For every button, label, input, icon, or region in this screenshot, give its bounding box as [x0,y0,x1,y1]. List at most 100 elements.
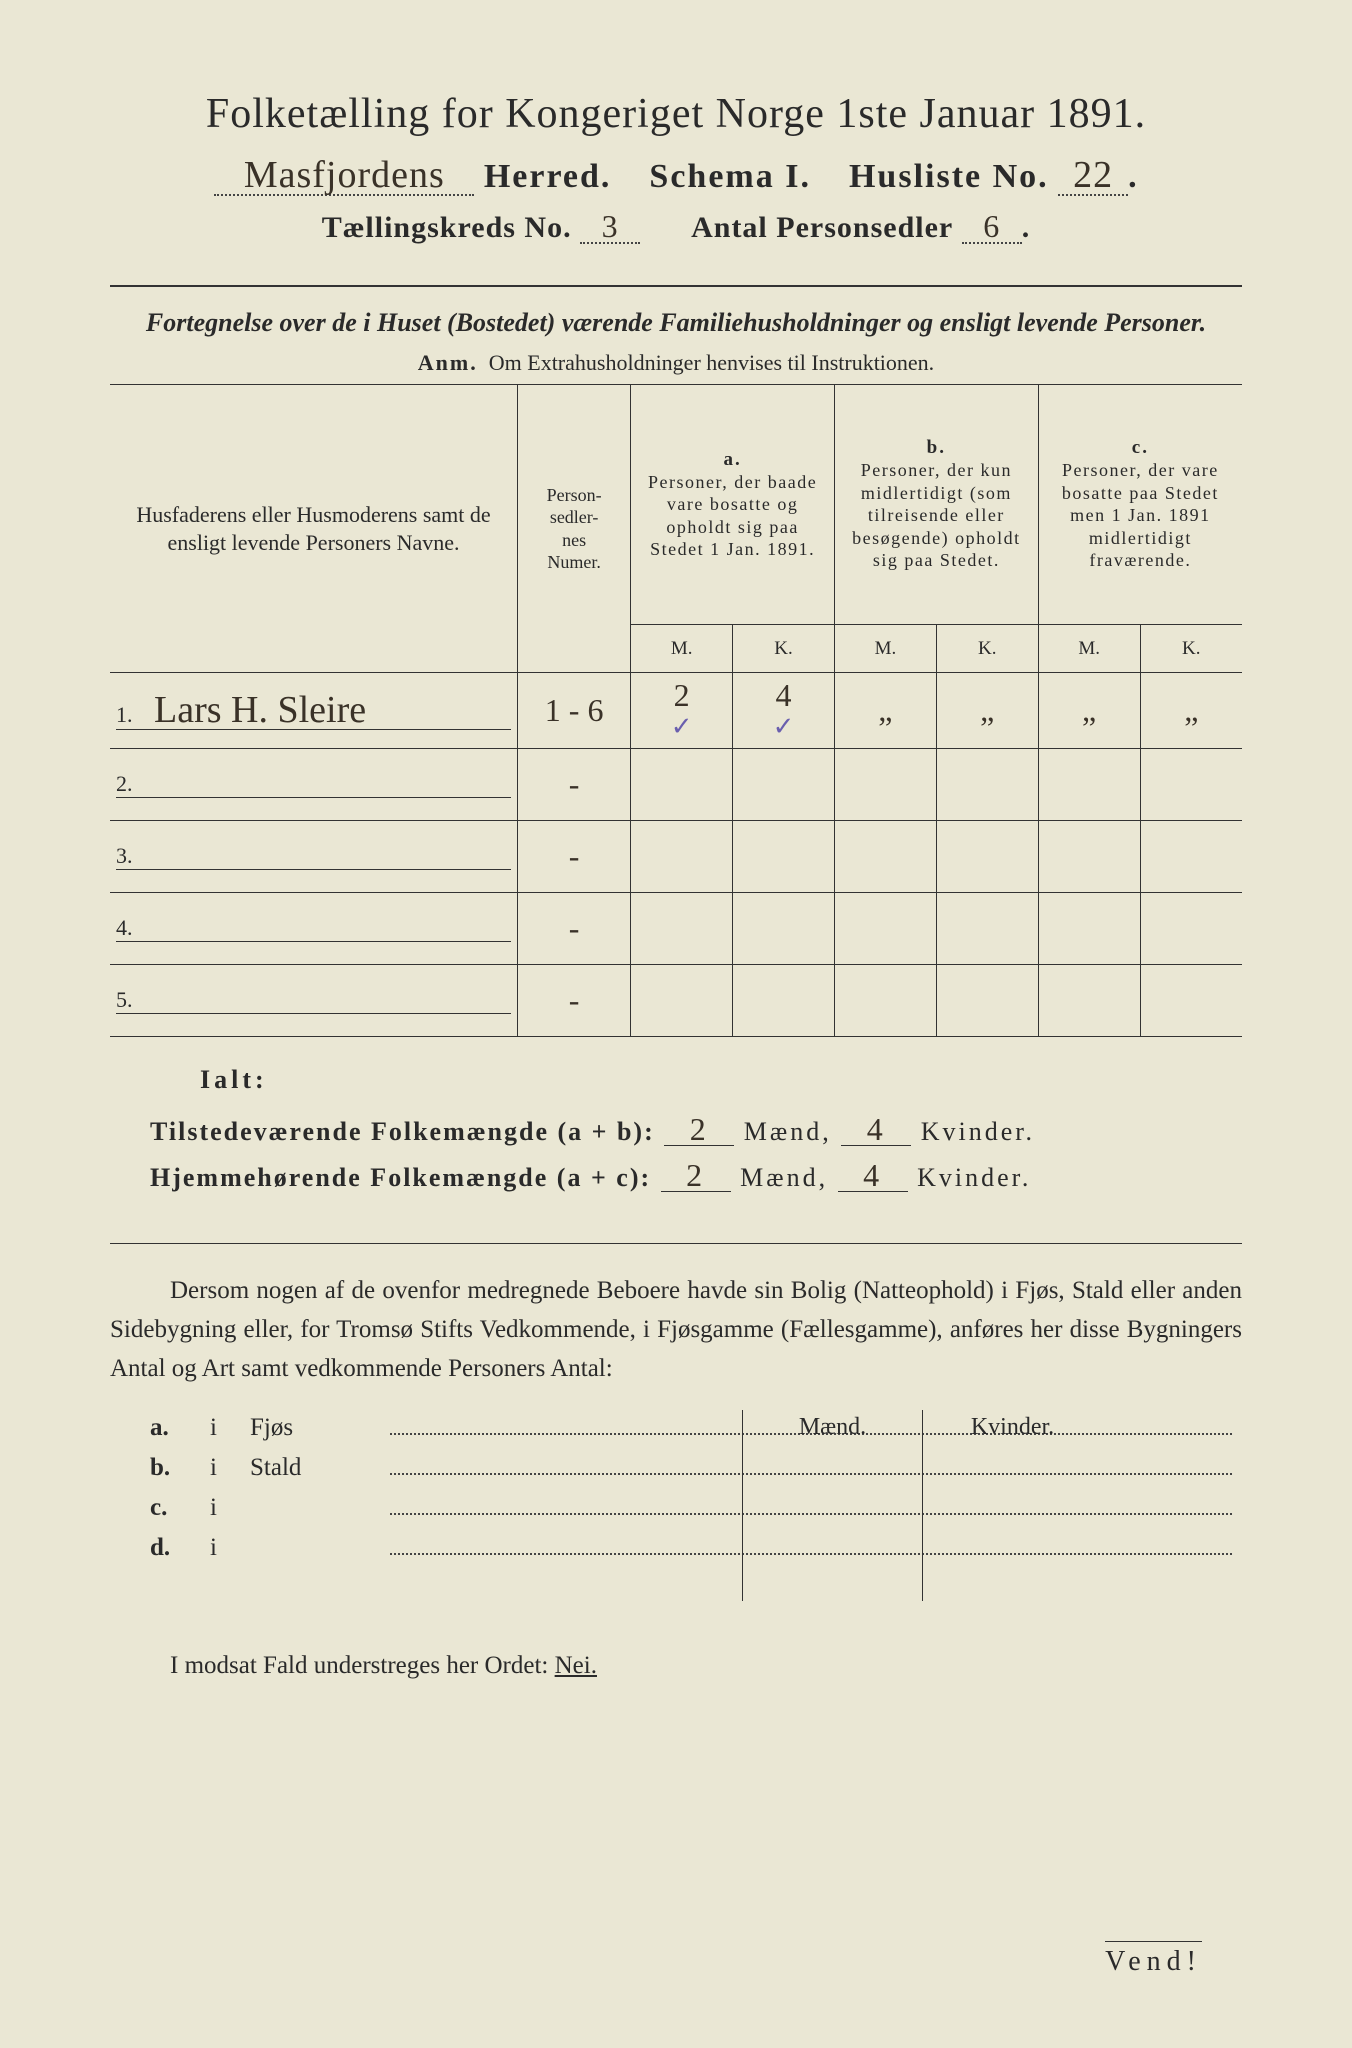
modsat-line: I modsat Fald understreges her Ordet: Ne… [170,1652,1242,1680]
hjemme-label: Hjemmehørende Folkemængde (a + c): [150,1163,651,1192]
row-number: 4. [116,915,144,941]
vend-label: Vend! [1105,1941,1202,1978]
herred-label: Herred. [484,158,612,195]
tick-mark: ✓ [637,712,726,742]
nei-word: Nei. [555,1652,597,1679]
cell-a-k: 4✓ [733,673,835,749]
kvinder-col-head: Kvinder. [922,1410,1102,1601]
cell-b-k [936,965,1038,1037]
totals-line-1: Tilstedeværende Folkemængde (a + b): 2 M… [150,1113,1242,1147]
header-line-3: Tællingskreds No. 3 Antal Personsedler 6… [110,210,1242,245]
name-cell: 5. [110,965,518,1037]
header-line-2: Masfjordens Herred. Schema I. Husliste N… [110,156,1242,196]
table-row: 4. - [110,893,1242,965]
table-row: 2.- [110,749,1242,821]
cell-a-m [631,821,733,893]
antal-number: 6 [962,210,1022,244]
fjos-section: Mænd. Kvinder. a.iFjøsb.iStaldc.id.i [110,1410,1242,1562]
fjos-name: Stald [250,1454,390,1482]
bolig-paragraph: Dersom nogen af de ovenfor medregnede Be… [110,1272,1242,1388]
fjos-tag: c. [150,1494,210,1522]
cell-c-k: „ [1140,673,1242,749]
cell-a-k [733,749,835,821]
cell-b-k [936,749,1038,821]
subtitle: Fortegnelse over de i Huset (Bostedet) v… [110,305,1242,340]
name-cell: 1. Lars H. Sleire [110,673,518,749]
census-table: Husfaderens eller Husmoderens samt de en… [110,384,1242,1037]
cell-a-m [631,893,733,965]
cell-a-m [631,965,733,1037]
cell-b-m [834,749,936,821]
th-num: Person- sedler- nes Numer. [518,385,631,673]
cell-b-m: „ [834,673,936,749]
cell-c-k [1140,821,1242,893]
row-number: 1. [116,702,144,728]
tilstede-maend: 2 [664,1113,734,1146]
table-row: 3. - [110,821,1242,893]
fjos-i: i [210,1534,250,1562]
divider [110,285,1242,287]
page-title: Folketælling for Kongeriget Norge 1ste J… [110,90,1242,138]
cell-b-k [936,821,1038,893]
fjos-tag: b. [150,1454,210,1482]
th-c-m: M. [1038,625,1140,673]
cell-a-m [631,749,733,821]
cell-b-k [936,893,1038,965]
cell-a-k [733,893,835,965]
cell-b-m [834,893,936,965]
cell-c-m: „ [1038,673,1140,749]
name-cell: 3. [110,821,518,893]
cell-c-m [1038,749,1140,821]
personsedler-num: - [518,821,631,893]
table-row: 1.Lars H. Sleire1 - 62✓4✓„„„„ [110,673,1242,749]
name-cell: 2. [110,749,518,821]
maend-label-2: Mænd, [740,1163,828,1192]
kvinder-label: Kvinder. [921,1117,1035,1146]
th-a-k: K. [733,625,835,673]
cell-b-m [834,965,936,1037]
ialt-label: Ialt: [200,1065,1242,1095]
schema-label: Schema I. [649,158,811,195]
name-cell: 4. [110,893,518,965]
th-b-k: K. [936,625,1038,673]
kreds-number: 3 [580,210,640,244]
maend-col-head: Mænd. [742,1410,922,1601]
cell-c-k [1140,965,1242,1037]
cell-b-k: „ [936,673,1038,749]
th-a-m: M. [631,625,733,673]
herred-name-handwritten: Masfjordens [214,156,474,196]
census-form-page: Folketælling for Kongeriget Norge 1ste J… [0,0,1352,2048]
fjos-tag: a. [150,1414,210,1442]
maend-label: Mænd, [744,1117,832,1146]
cell-a-m: 2✓ [631,673,733,749]
cell-c-k [1140,893,1242,965]
hjemme-kvinder: 4 [838,1159,908,1192]
anm-note: Anm. Om Extrahusholdninger henvises til … [110,350,1242,376]
th-name: Husfaderens eller Husmoderens samt de en… [110,385,518,673]
person-name-handwritten: Lars H. Sleire [154,691,366,729]
table-row: 5.- [110,965,1242,1037]
husliste-number: 22 [1058,156,1128,196]
fjos-i: i [210,1454,250,1482]
row-number: 3. [116,843,144,869]
totals-line-2: Hjemmehørende Folkemængde (a + c): 2 Mæn… [150,1159,1242,1193]
divider-2 [110,1243,1242,1244]
cell-b-m [834,821,936,893]
kreds-label: Tællingskreds No. [322,211,572,244]
anm-label: Anm. [418,350,478,375]
mk-columns: Mænd. Kvinder. [742,1410,1102,1601]
th-a: a. Personer, der baade vare bosatte og o… [631,385,835,625]
kvinder-label-2: Kvinder. [917,1163,1031,1192]
row-number: 2. [116,771,144,797]
tick-mark: ✓ [739,712,828,742]
husliste-label: Husliste No. [849,158,1049,195]
anm-text: Om Extrahusholdninger henvises til Instr… [489,350,934,375]
fjos-i: i [210,1414,250,1442]
th-b: b. Personer, der kun midlertidigt (som t… [834,385,1038,625]
personsedler-num: - [518,965,631,1037]
tilstede-label: Tilstedeværende Folkemængde (a + b): [150,1117,655,1146]
personsedler-num: - [518,893,631,965]
tilstede-kvinder: 4 [841,1113,911,1146]
cell-a-k [733,965,835,1037]
fjos-name: Fjøs [250,1414,390,1442]
